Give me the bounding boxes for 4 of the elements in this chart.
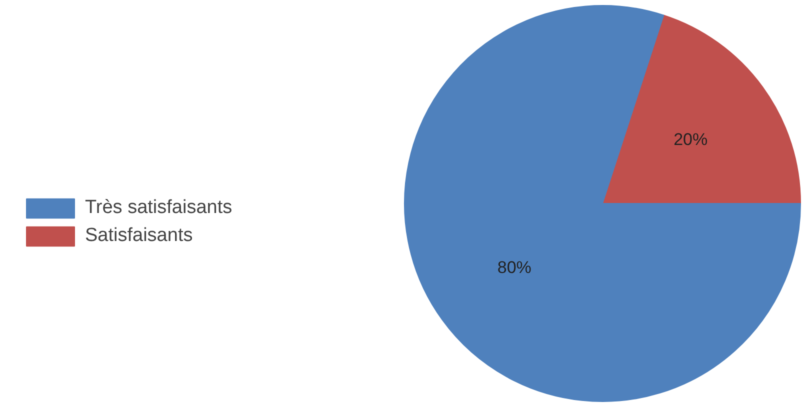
- legend-label: Très satisfaisants: [85, 197, 232, 219]
- data-label: 20%: [674, 130, 708, 149]
- data-label: 80%: [497, 258, 532, 278]
- legend-label: Satisfaisants: [85, 225, 193, 247]
